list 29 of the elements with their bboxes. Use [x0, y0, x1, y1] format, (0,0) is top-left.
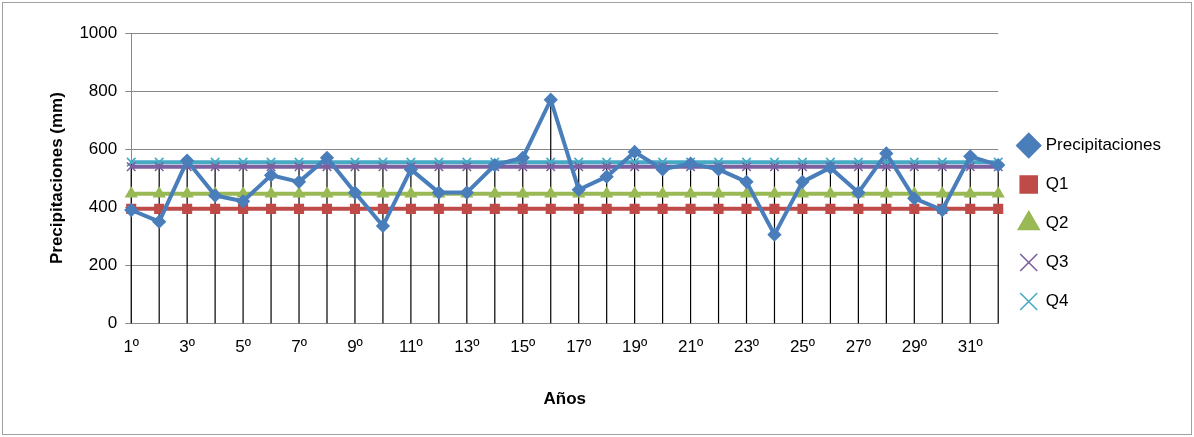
y-tick-label: 800 [88, 80, 118, 100]
x-tick-label: 9º [347, 337, 363, 357]
legend-label: Q2 [1045, 213, 1069, 233]
y-tick-label: 0 [107, 312, 118, 332]
y-tick-label: 200 [88, 254, 118, 274]
y-tick-label: 600 [88, 138, 118, 158]
x-tick-label: 1º [123, 337, 140, 357]
x-tick-label: 3º [179, 337, 195, 357]
x-tick-label: 5º [235, 337, 251, 357]
x-tick-label: 21º [678, 337, 704, 357]
x-tick-label: 17º [566, 337, 592, 357]
x-tick-label: 23º [733, 337, 760, 357]
x-tick-label: 25º [789, 337, 816, 357]
x-tick-label: 31º [957, 337, 983, 357]
x-tick-label: 13º [454, 337, 480, 357]
legend-label: Precipitaciones [1045, 135, 1161, 155]
legend-label: Q4 [1045, 291, 1069, 311]
x-tick-label: 11º [398, 337, 423, 357]
x-tick-label: 15º [510, 337, 536, 357]
x-tick-label: 19º [622, 337, 648, 357]
y-tick-label: 1000 [79, 22, 118, 42]
x-axis-title: Años [543, 389, 586, 409]
y-tick-label: 400 [88, 196, 118, 216]
x-tick-label: 27º [845, 337, 871, 357]
legend-label: Q3 [1045, 252, 1069, 272]
x-tick-label: 29º [901, 337, 927, 357]
x-tick-label: 7º [291, 337, 307, 357]
legend-label: Q1 [1045, 174, 1069, 194]
y-axis-title: Precipitaciones (mm) [46, 92, 66, 265]
